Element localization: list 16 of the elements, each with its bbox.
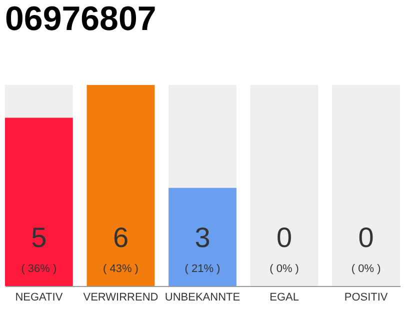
data-label: ( 36% )	[21, 263, 57, 275]
x-tick-label: EGAL	[270, 292, 299, 304]
annotation: 5	[31, 222, 47, 253]
x-tick-label: UNBEKANNTE	[164, 292, 240, 304]
data-label: ( 0% )	[270, 263, 299, 275]
data-label: ( 43% )	[102, 263, 138, 275]
annotation: 0	[358, 222, 374, 253]
x-tick-label: POSITIV	[344, 292, 388, 304]
x-tick-label: NEGATIV	[15, 292, 64, 304]
x-tick-label: VERWIRREND	[83, 292, 158, 304]
data-label: ( 0% )	[351, 263, 381, 275]
data-label: ( 21% )	[184, 263, 220, 275]
annotation: 6	[112, 222, 129, 253]
annotation: 0	[276, 222, 292, 253]
annotation: 3	[194, 222, 210, 253]
chart-title: 06976807	[5, 0, 156, 38]
